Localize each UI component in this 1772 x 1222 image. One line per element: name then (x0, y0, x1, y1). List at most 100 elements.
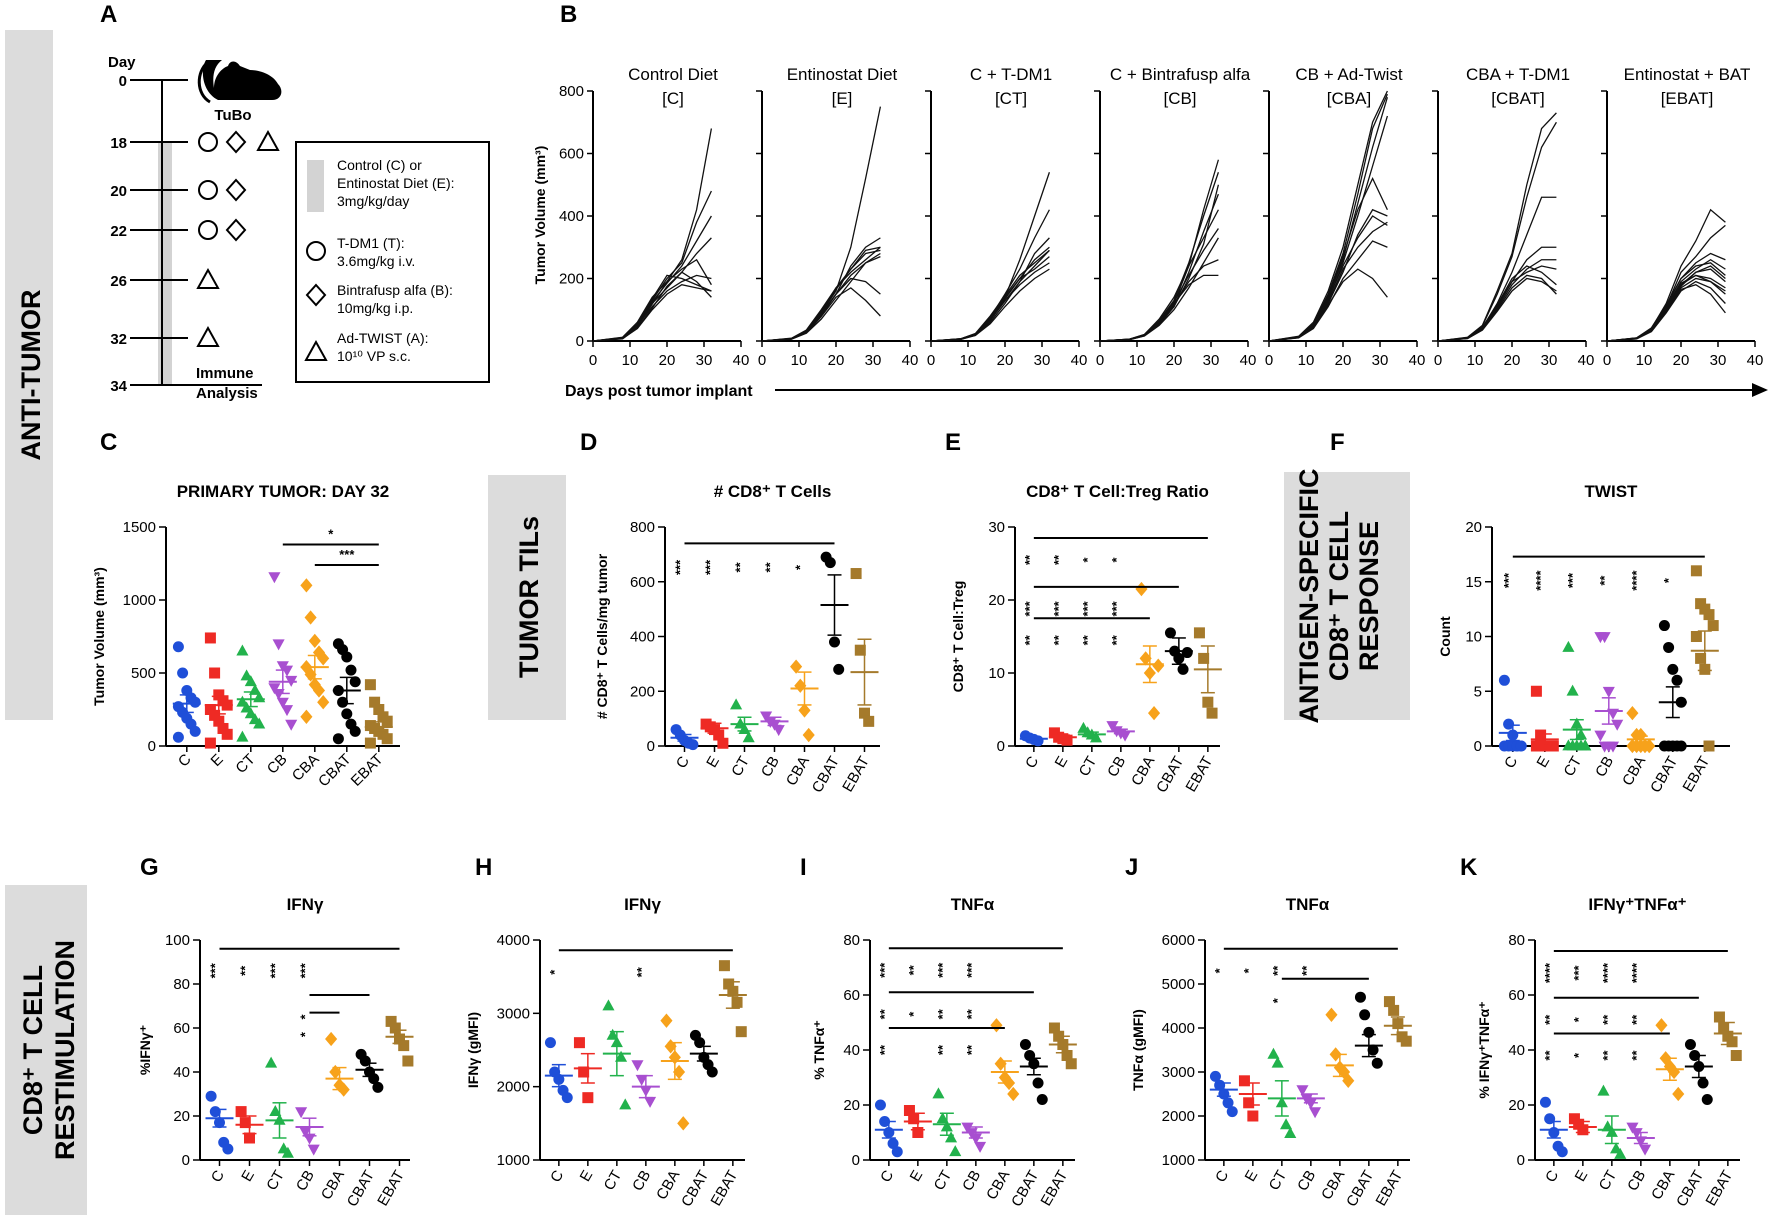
significance-stars: * (547, 969, 562, 975)
data-point (718, 960, 730, 972)
y-tick-label: 80 (1508, 932, 1525, 949)
x-tick-label: CB (264, 751, 291, 778)
data-point (1726, 1036, 1738, 1048)
data-point (1032, 1077, 1044, 1089)
x-tick-label: EBAT (1183, 754, 1217, 795)
data-point (1177, 663, 1189, 675)
data-point (244, 675, 257, 687)
significance-stars: ** (1022, 634, 1037, 645)
data-point (1243, 1097, 1255, 1109)
data-point (209, 667, 221, 679)
section-anti-tumor (5, 30, 53, 720)
y-axis-label: # CD8⁺ T Cells/mg tumor (594, 553, 610, 719)
y-tick-label: 4000 (1162, 1020, 1195, 1037)
data-point (172, 731, 184, 743)
data-point (936, 1112, 949, 1124)
growth-curve (930, 246, 1050, 342)
panel-title: IFNγ (287, 895, 324, 914)
growth-panel-subtitle: [CBAT] (1491, 89, 1545, 108)
significance-stars: ** (964, 1008, 979, 1019)
data-point (300, 578, 313, 593)
significance-stars: *** (268, 962, 283, 978)
x-tick-label: CB (293, 1168, 318, 1195)
y-axis-label: %IFNγ⁺ (137, 1025, 153, 1075)
panel-letter-E: E (945, 429, 961, 456)
significance-stars: * (793, 564, 808, 570)
data-point (1036, 1094, 1048, 1105)
y-tick-label: 200 (559, 271, 584, 288)
data-point (341, 708, 353, 720)
data-point (268, 683, 281, 695)
data-point (1503, 718, 1515, 730)
section-tumor-tils (488, 475, 566, 720)
data-point (544, 1037, 556, 1049)
growth-curve (761, 106, 882, 342)
x-tick-label: 0 (1265, 352, 1273, 369)
data-point (602, 999, 615, 1011)
x-tick-label: 10 (791, 352, 808, 369)
significance-stars: ** (733, 561, 748, 572)
data-point (731, 996, 743, 1008)
data-point (341, 651, 353, 663)
significance-stars: ** (1600, 1014, 1615, 1025)
data-point (772, 725, 785, 737)
growth-curve (930, 262, 1050, 342)
data-point (1247, 1110, 1259, 1122)
x-tick-label: C (208, 1167, 228, 1185)
panel-letter-J: J (1125, 854, 1138, 881)
significance-stars: * (1270, 997, 1285, 1003)
x-tick-label: 0 (1603, 352, 1611, 369)
data-point (994, 1056, 1007, 1071)
data-point (381, 715, 393, 727)
bintrafusp-dose-icon (225, 130, 247, 154)
data-point (660, 1013, 673, 1028)
y-tick-label: 100 (165, 932, 190, 949)
y-tick-label: 20 (1465, 519, 1482, 536)
data-point (891, 1146, 903, 1158)
significance-stars: ** (935, 1044, 950, 1055)
legend-circle-icon (306, 241, 326, 261)
y-tick-label: 60 (1508, 987, 1525, 1004)
panel-letter-K: K (1460, 854, 1478, 881)
data-point (644, 1096, 657, 1108)
significance-stars: * (1571, 1016, 1586, 1022)
x-tick-label: C (547, 1167, 567, 1185)
data-point (308, 677, 321, 692)
data-point (903, 1105, 915, 1116)
data-point (1630, 1128, 1643, 1140)
data-point (1707, 620, 1719, 632)
data-point (1238, 1075, 1250, 1087)
y-tick-label: 20 (173, 1108, 190, 1125)
growth-panel-C: Control Diet [C] 0 200 400 600 800 0 10 20 30 40 (559, 65, 749, 369)
y-axis-label: % TNFα⁺ (811, 1020, 827, 1080)
x-tick-label: 20 (828, 352, 845, 369)
growth-panel-subtitle: [EBAT] (1661, 89, 1714, 108)
data-point (631, 1060, 644, 1072)
data-point (694, 1037, 706, 1049)
data-point (299, 1127, 312, 1138)
x-tick-label: CBAT (1673, 1168, 1707, 1210)
panel-letter-B: B (560, 1, 577, 28)
y-tick-label: 40 (173, 1064, 190, 1081)
x-tick-label: CBAT (809, 754, 843, 796)
x-tick-label: E (577, 1168, 597, 1185)
section-label-tumor-tils: TUMOR TILs (514, 516, 544, 678)
x-tick-label: EBAT (374, 1168, 408, 1209)
data-point (204, 737, 216, 749)
data-point (213, 715, 225, 727)
y-tick-label: 0 (182, 1152, 190, 1169)
data-point (1304, 1098, 1317, 1110)
data-point (204, 632, 216, 644)
y-tick-label: 20 (988, 592, 1005, 609)
growth-curve (761, 246, 881, 342)
y-tick-label: 40 (843, 1042, 860, 1059)
growth-curve (1606, 284, 1726, 342)
schedule-legend-box (295, 141, 490, 383)
legend-diet-text: 3mg/kg/day (337, 193, 409, 209)
data-point (561, 1092, 573, 1104)
growth-curve (1606, 208, 1726, 342)
data-point (281, 1146, 294, 1158)
data-point (802, 727, 815, 743)
x-tick-label: C (1542, 1167, 1562, 1185)
